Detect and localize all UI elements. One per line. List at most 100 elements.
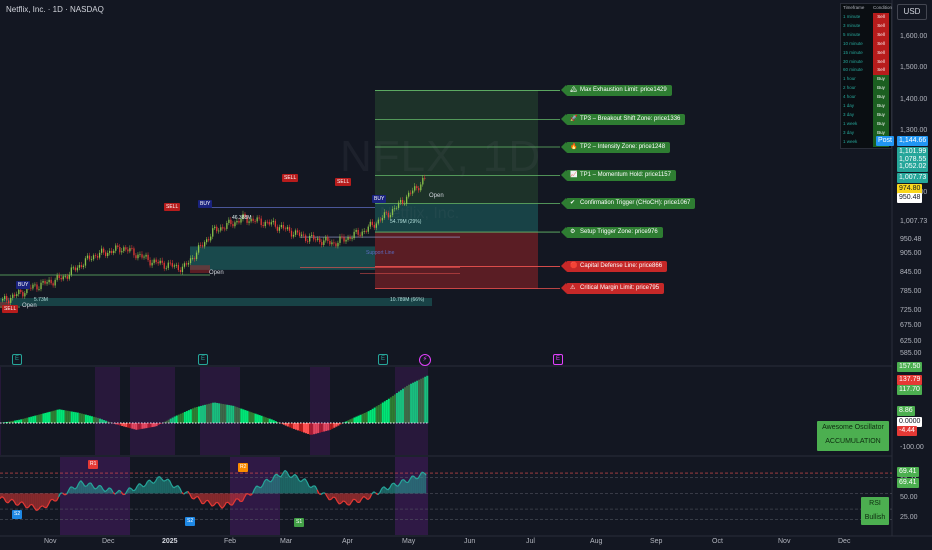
target-level-label: ⚠ Critical Margin Limit: price795 [560,283,665,295]
rsi-line [136,483,140,487]
candle-body [286,227,289,230]
candle-body [296,230,299,233]
rsi-line [413,475,417,480]
level-icon: 📈 [570,171,578,178]
rsi-line [393,482,397,486]
candle-body [24,293,26,297]
oscillator-bar [30,416,33,423]
currency-button[interactable]: USD [897,4,927,20]
volume-label: 10.789M (66%) [390,297,425,303]
candle-body [210,236,212,241]
oscillator-bar [54,410,57,423]
rsi-line [217,502,221,507]
oscillator-tag: 157.50 [897,362,923,372]
target-level-label: ⚙ Setup Trigger Zone: price976 [561,226,663,238]
rsi-line [361,496,365,500]
x-axis-month: Nov [778,538,791,545]
oscillator-bar [214,402,217,423]
oscillator-bar [204,404,207,423]
candle-body [94,255,97,257]
candle-body [214,226,216,229]
rsi-fill [300,479,303,494]
candle-body [418,188,420,191]
oscillator-bar [189,409,192,423]
oscillator-bar [88,415,91,423]
candle-body [38,289,40,290]
candle-body [131,248,133,249]
target-level-label: 🏔 Max Exhaustion Limit: price1429 [561,84,672,96]
oscillator-region [95,367,120,455]
rsi-signal: R1 [88,460,99,469]
timeframe-condition: Buy [873,93,889,102]
rsi-line [183,491,187,495]
rsi-fill [30,493,33,505]
candle-body [321,242,323,245]
x-axis-month: May [402,538,416,545]
timeframe-table: Timeframe Condition 1 minute Sell 3 minute… [840,3,892,149]
target-level-label: ✔ Confirmation Trigger (CHoCH): price1067 [560,198,696,210]
oscillator-bar [46,412,49,423]
level-icon: ⚠ [570,285,576,292]
oscillator-bar [52,410,55,423]
rsi-line [189,493,193,499]
rsi-line [348,501,352,506]
candle-body [414,186,416,191]
timeframe-label: 15 minute [843,49,863,55]
candle-body [224,228,226,230]
candle-body [12,294,14,298]
candle-body [401,200,404,204]
buy-signal: BUY [198,200,213,208]
candle-body [92,255,95,260]
rsi-fill [284,470,287,494]
candle-body [424,177,426,179]
volume-zone-red [190,265,210,274]
candle-body [2,298,4,301]
rsi-line [343,500,346,503]
candle-body [96,256,99,258]
x-axis-month: Mar [280,538,293,545]
candle-body [240,218,242,223]
oscillator-bar [216,402,219,423]
rsi-fill [2,493,5,499]
rsi-fill [48,493,51,505]
rsi-line [167,478,171,482]
rsi-fill [410,475,413,494]
candle-body [54,279,56,286]
oscillator-bar [399,390,402,423]
oscillator-bar [137,423,140,430]
rsi-line [96,485,100,489]
target-level-label: 🔥 TP2 – Intensity Zone: price1248 [560,141,671,153]
rsi-line [385,487,389,491]
candle-body [161,260,163,263]
timeframe-row: 15 minute Sell [841,48,891,58]
candle-body [403,203,406,205]
oscillator-bar [96,417,99,423]
candle-body [258,217,260,219]
timeframe-condition: Sell [873,57,889,67]
oscillator-bar [355,416,358,423]
rsi-line [153,480,156,484]
rsi-fill [406,482,409,494]
rsi-fill [28,493,31,508]
rsi-fill [26,493,29,508]
candle-body [252,218,254,221]
candle-body [357,229,359,235]
oscillator-bar [151,423,154,428]
rsi-fill [161,478,164,494]
candle-body [62,276,64,280]
oscillator-bar [26,417,29,423]
oscillator-bar [349,419,352,423]
oscillator-bar [254,413,257,423]
timeframe-row: 1 week Buy [841,119,891,129]
rsi-line [86,482,90,487]
candle-body [313,235,315,240]
timeframe-label: 1 hour [843,76,856,82]
rsi-line [40,505,43,508]
price-axis-tick: 1,500.00 [900,64,928,72]
rsi-fill [286,471,289,494]
candle-body [248,221,250,223]
rsi-line [310,485,314,489]
rsi-line [268,480,271,483]
rsi-fill [274,474,277,494]
